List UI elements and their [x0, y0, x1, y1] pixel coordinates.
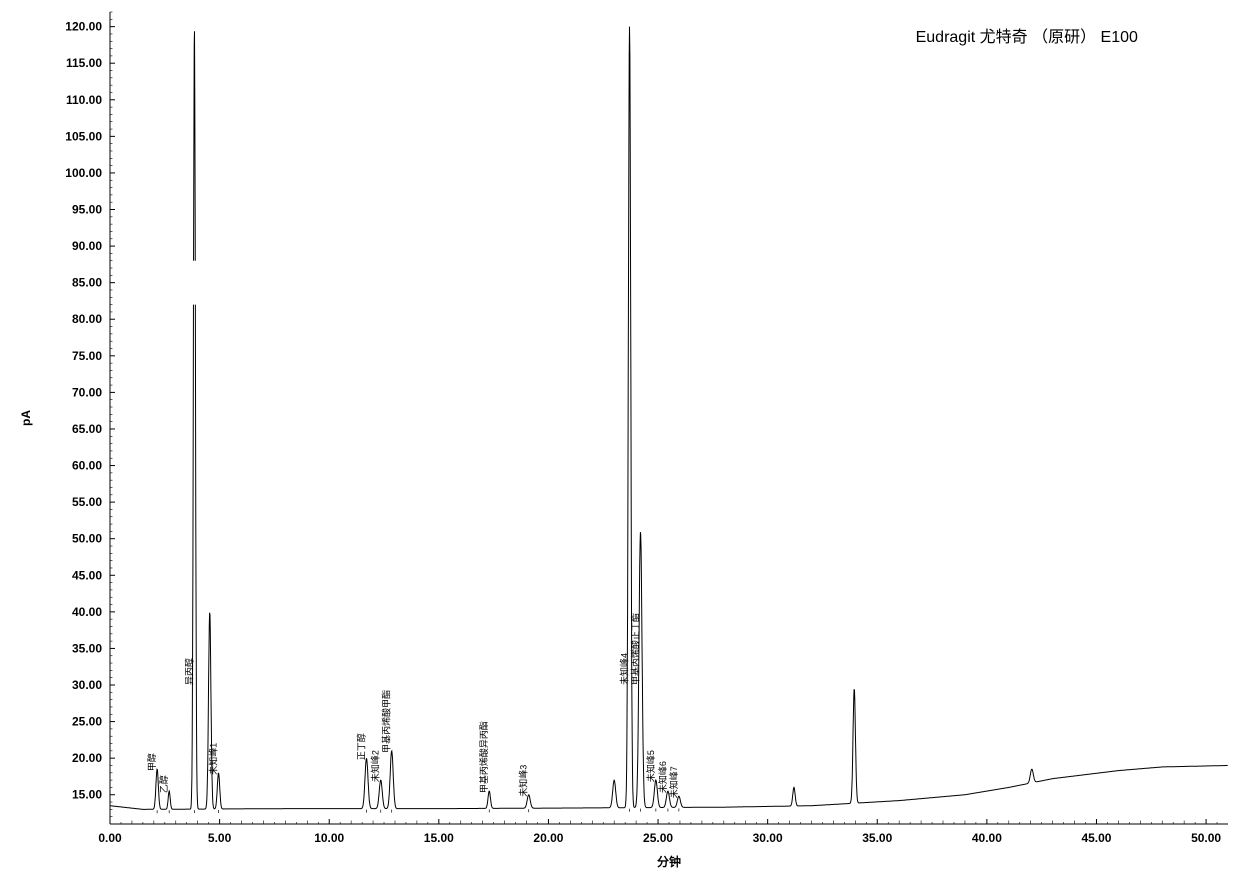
ytick-label: 100.00: [65, 166, 102, 180]
peak-label: 异丙醇: [183, 658, 194, 685]
ytick-label: 110.00: [66, 93, 102, 107]
ytick-label: 105.00: [65, 129, 102, 143]
peak-label: 正丁醇: [355, 733, 366, 760]
peak-gap: [188, 261, 200, 305]
peak-label: 未知峰7: [668, 766, 679, 798]
ytick-label: 15.00: [72, 788, 102, 802]
ytick-label: 75.00: [72, 349, 102, 363]
peak-label: 甲醇: [146, 753, 157, 771]
peak-label: 甲基丙烯酸正丁酯: [630, 613, 641, 685]
peak-label: 甲基丙烯酸甲酯: [381, 690, 392, 753]
peak-label: 未知峰5: [645, 750, 656, 782]
ytick-label: 50.00: [72, 532, 102, 546]
ytick-label: 60.00: [72, 459, 102, 473]
xtick-label: 45.00: [1081, 831, 1111, 845]
ytick-label: 55.00: [72, 495, 102, 509]
peak-label: 乙醇: [158, 775, 169, 793]
peak-label: 未知峰3: [518, 765, 529, 797]
ytick-label: 85.00: [72, 276, 102, 290]
ytick-label: 80.00: [72, 312, 102, 326]
ytick-label: 30.00: [72, 678, 102, 692]
trace-line: [110, 27, 1228, 810]
xtick-label: 5.00: [208, 831, 232, 845]
ytick-label: 25.00: [72, 715, 102, 729]
ytick-label: 45.00: [72, 568, 102, 582]
chart-title: Eudragit 尤特奇 （原研） E100: [916, 28, 1138, 46]
xtick-label: 20.00: [533, 831, 563, 845]
peak-label: 甲基丙烯酸异丙酯: [478, 721, 489, 793]
xtick-label: 10.00: [314, 831, 344, 845]
xtick-label: 30.00: [753, 831, 783, 845]
xtick-label: 50.00: [1191, 831, 1221, 845]
ytick-label: 35.00: [72, 641, 102, 655]
ytick-label: 90.00: [72, 239, 102, 253]
ytick-label: 70.00: [72, 385, 102, 399]
peak-label: 未知峰2: [370, 750, 381, 782]
peak-label: 未知峰4: [619, 653, 630, 685]
x-axis-label: 分钟: [657, 854, 681, 869]
ytick-label: 95.00: [72, 203, 102, 217]
peak-label: 未知峰6: [657, 761, 668, 793]
chromatogram-chart: 15.00 20.00 25.00 30.00 35.00 40.00 45.00 50.00…: [0, 0, 1240, 879]
ytick-label: 120.00: [65, 20, 102, 34]
xtick-label: 15.00: [424, 831, 454, 845]
xtick-label: 35.00: [862, 831, 892, 845]
xtick-label: 0.00: [98, 831, 122, 845]
peak-label: 未知峰1: [208, 743, 219, 775]
ytick-label: 65.00: [72, 422, 102, 436]
y-axis-label: pA: [19, 410, 33, 426]
xtick-label: 25.00: [643, 831, 673, 845]
xtick-label: 40.00: [972, 831, 1002, 845]
ytick-label: 20.00: [72, 751, 102, 765]
ytick-label: 40.00: [72, 605, 102, 619]
ytick-label: 115.00: [66, 56, 102, 70]
